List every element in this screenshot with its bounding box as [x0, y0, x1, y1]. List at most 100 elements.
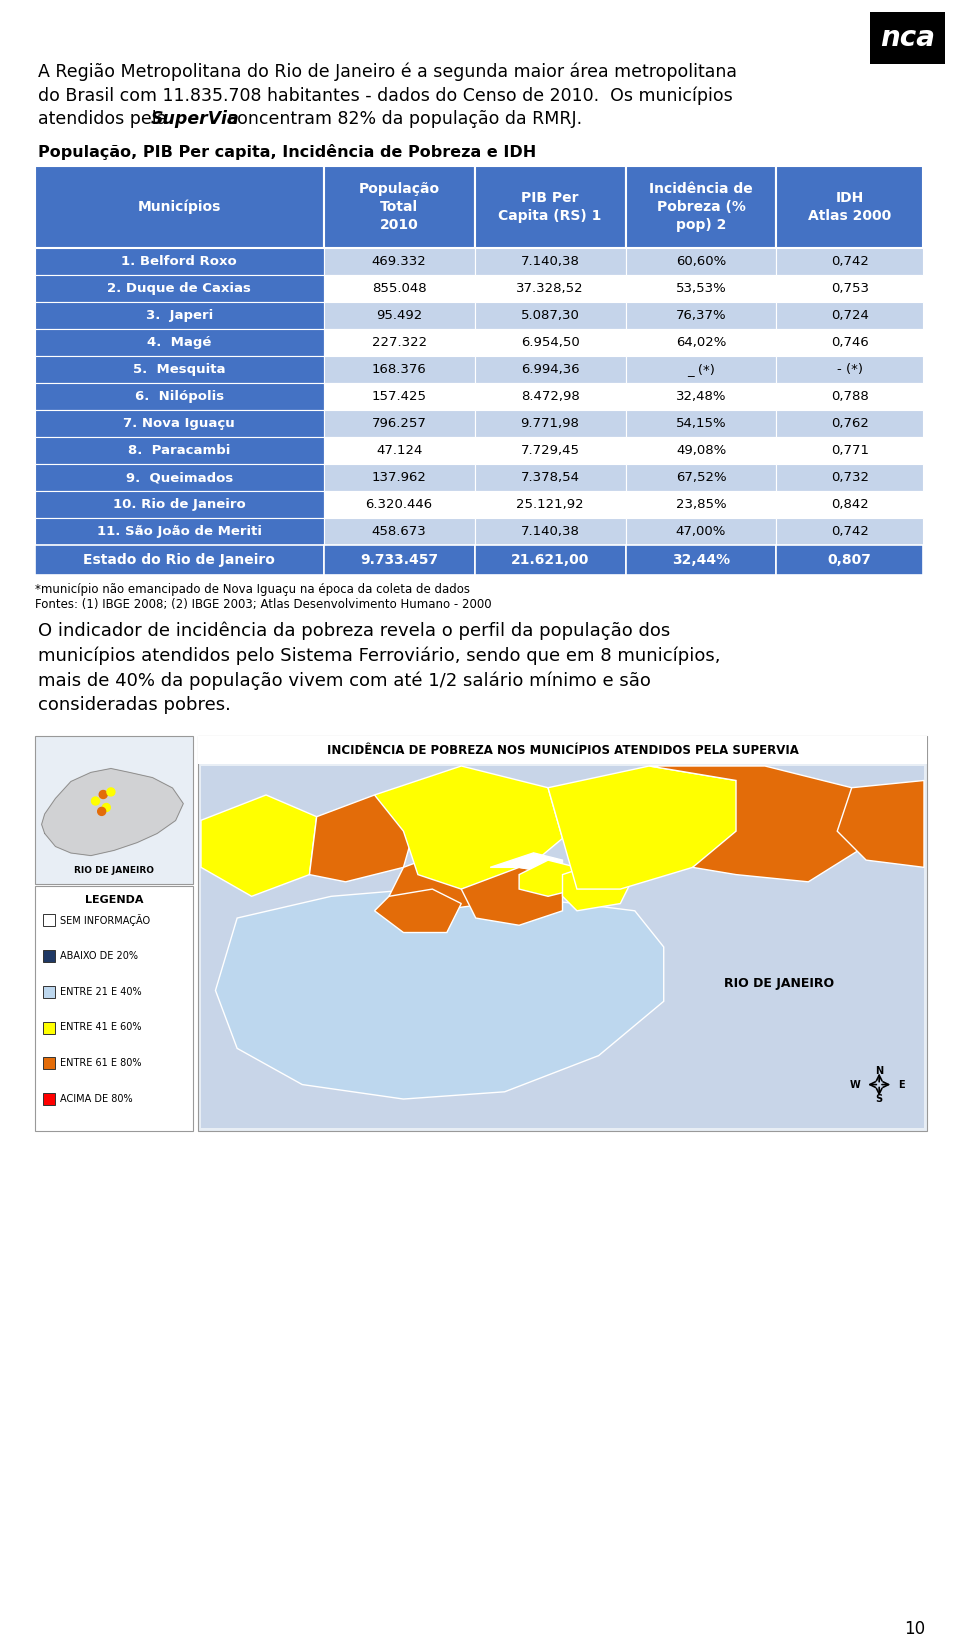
Circle shape	[99, 791, 108, 799]
Polygon shape	[837, 781, 924, 868]
Text: 0,753: 0,753	[830, 283, 869, 296]
Bar	[324, 518, 474, 546]
Text: O indicador de incidência da pobreza revela o perfil da população dos: O indicador de incidência da pobreza rev…	[38, 621, 670, 639]
Bar	[777, 410, 923, 436]
Text: 9.771,98: 9.771,98	[520, 417, 580, 430]
Text: 8.  Paracambi: 8. Paracambi	[128, 444, 230, 458]
Bar	[626, 464, 777, 490]
Text: - (*): - (*)	[837, 363, 863, 376]
Text: 10: 10	[904, 1619, 925, 1634]
Polygon shape	[491, 853, 563, 874]
Circle shape	[103, 804, 110, 812]
Bar	[324, 382, 474, 410]
Text: 0,742: 0,742	[830, 525, 869, 538]
Bar	[777, 302, 923, 328]
Bar	[626, 167, 777, 248]
Text: N: N	[876, 1065, 883, 1075]
Bar	[35, 518, 324, 546]
Text: *município não emancipado de Nova Iguaçu na época da coleta de dados: *município não emancipado de Nova Iguaçu…	[35, 583, 470, 596]
Text: 5.087,30: 5.087,30	[520, 309, 580, 322]
Bar	[474, 382, 626, 410]
Bar	[777, 356, 923, 382]
Text: 796.257: 796.257	[372, 417, 426, 430]
Text: mais de 40% da população vivem com até 1/2 salário mínimo e são: mais de 40% da população vivem com até 1…	[38, 672, 651, 690]
Text: Fontes: (1) IBGE 2008; (2) IBGE 2003; Atlas Desenvolvimento Humano - 2000: Fontes: (1) IBGE 2008; (2) IBGE 2003; At…	[35, 598, 492, 611]
Bar	[626, 275, 777, 302]
Text: 37.328,52: 37.328,52	[516, 283, 584, 296]
Bar	[474, 302, 626, 328]
Bar	[777, 518, 923, 546]
Text: W: W	[850, 1080, 860, 1090]
Bar	[43, 949, 55, 962]
Bar	[626, 356, 777, 382]
Text: RIO DE JANEIRO: RIO DE JANEIRO	[725, 977, 834, 990]
Text: _ (*): _ (*)	[687, 363, 715, 376]
Polygon shape	[374, 889, 461, 933]
Text: 7.140,38: 7.140,38	[520, 255, 580, 268]
Text: 47,00%: 47,00%	[676, 525, 726, 538]
Bar	[777, 248, 923, 275]
Text: 60,60%: 60,60%	[676, 255, 726, 268]
Text: 49,08%: 49,08%	[676, 444, 726, 458]
Text: 3.  Japeri: 3. Japeri	[146, 309, 213, 322]
Text: 0,771: 0,771	[830, 444, 869, 458]
Bar	[474, 410, 626, 436]
Bar	[474, 518, 626, 546]
Bar	[324, 328, 474, 356]
Polygon shape	[649, 766, 866, 882]
Bar	[626, 328, 777, 356]
Bar	[777, 382, 923, 410]
Bar	[201, 766, 924, 1127]
Text: RIO DE JANEIRO: RIO DE JANEIRO	[74, 866, 154, 874]
Text: 7.729,45: 7.729,45	[520, 444, 580, 458]
Bar	[777, 167, 923, 248]
Text: 0,746: 0,746	[830, 337, 869, 350]
Bar	[35, 735, 193, 884]
Bar	[626, 410, 777, 436]
Bar	[777, 328, 923, 356]
Bar	[43, 1093, 55, 1105]
Text: 21.621,00: 21.621,00	[511, 552, 589, 567]
Bar	[626, 490, 777, 518]
Text: 6.  Nilópolis: 6. Nilópolis	[134, 391, 224, 404]
Text: 23,85%: 23,85%	[676, 498, 727, 511]
Bar	[777, 546, 923, 575]
Text: 67,52%: 67,52%	[676, 471, 727, 484]
Text: Estado do Rio de Janeiro: Estado do Rio de Janeiro	[84, 552, 276, 567]
Text: 47.124: 47.124	[376, 444, 422, 458]
Text: 2. Duque de Caxias: 2. Duque de Caxias	[108, 283, 252, 296]
Text: 7. Nova Iguaçu: 7. Nova Iguaçu	[124, 417, 235, 430]
Text: do Brasil com 11.835.708 habitantes - dados do Censo de 2010.  Os municípios: do Brasil com 11.835.708 habitantes - da…	[38, 87, 732, 105]
Polygon shape	[215, 889, 663, 1100]
Text: 6.994,36: 6.994,36	[520, 363, 579, 376]
Text: 6.954,50: 6.954,50	[520, 337, 580, 350]
Bar	[474, 546, 626, 575]
Text: Municípios: Municípios	[137, 199, 221, 214]
Bar	[626, 302, 777, 328]
Text: ABAIXO DE 20%: ABAIXO DE 20%	[60, 951, 138, 961]
Text: concentram 82% da população da RMRJ.: concentram 82% da população da RMRJ.	[223, 109, 583, 127]
Text: 168.376: 168.376	[372, 363, 426, 376]
Bar	[474, 464, 626, 490]
Text: 11. São João de Meriti: 11. São João de Meriti	[97, 525, 262, 538]
Text: População, PIB Per capita, Incidência de Pobreza e IDH: População, PIB Per capita, Incidência de…	[38, 144, 537, 160]
Text: 9.  Queimados: 9. Queimados	[126, 471, 233, 484]
Bar	[324, 490, 474, 518]
Text: 0,788: 0,788	[830, 391, 869, 404]
Circle shape	[107, 788, 115, 796]
Bar	[198, 735, 927, 765]
Text: 0,842: 0,842	[830, 498, 869, 511]
Text: 25.121,92: 25.121,92	[516, 498, 584, 511]
Text: 0,742: 0,742	[830, 255, 869, 268]
Bar	[35, 490, 324, 518]
Bar	[324, 546, 474, 575]
Text: 7.378,54: 7.378,54	[520, 471, 580, 484]
Bar	[35, 167, 324, 248]
Bar	[324, 248, 474, 275]
Bar	[324, 436, 474, 464]
Bar	[35, 382, 324, 410]
Text: 0,762: 0,762	[830, 417, 869, 430]
Bar	[324, 464, 474, 490]
Bar	[43, 1057, 55, 1069]
Bar	[324, 275, 474, 302]
